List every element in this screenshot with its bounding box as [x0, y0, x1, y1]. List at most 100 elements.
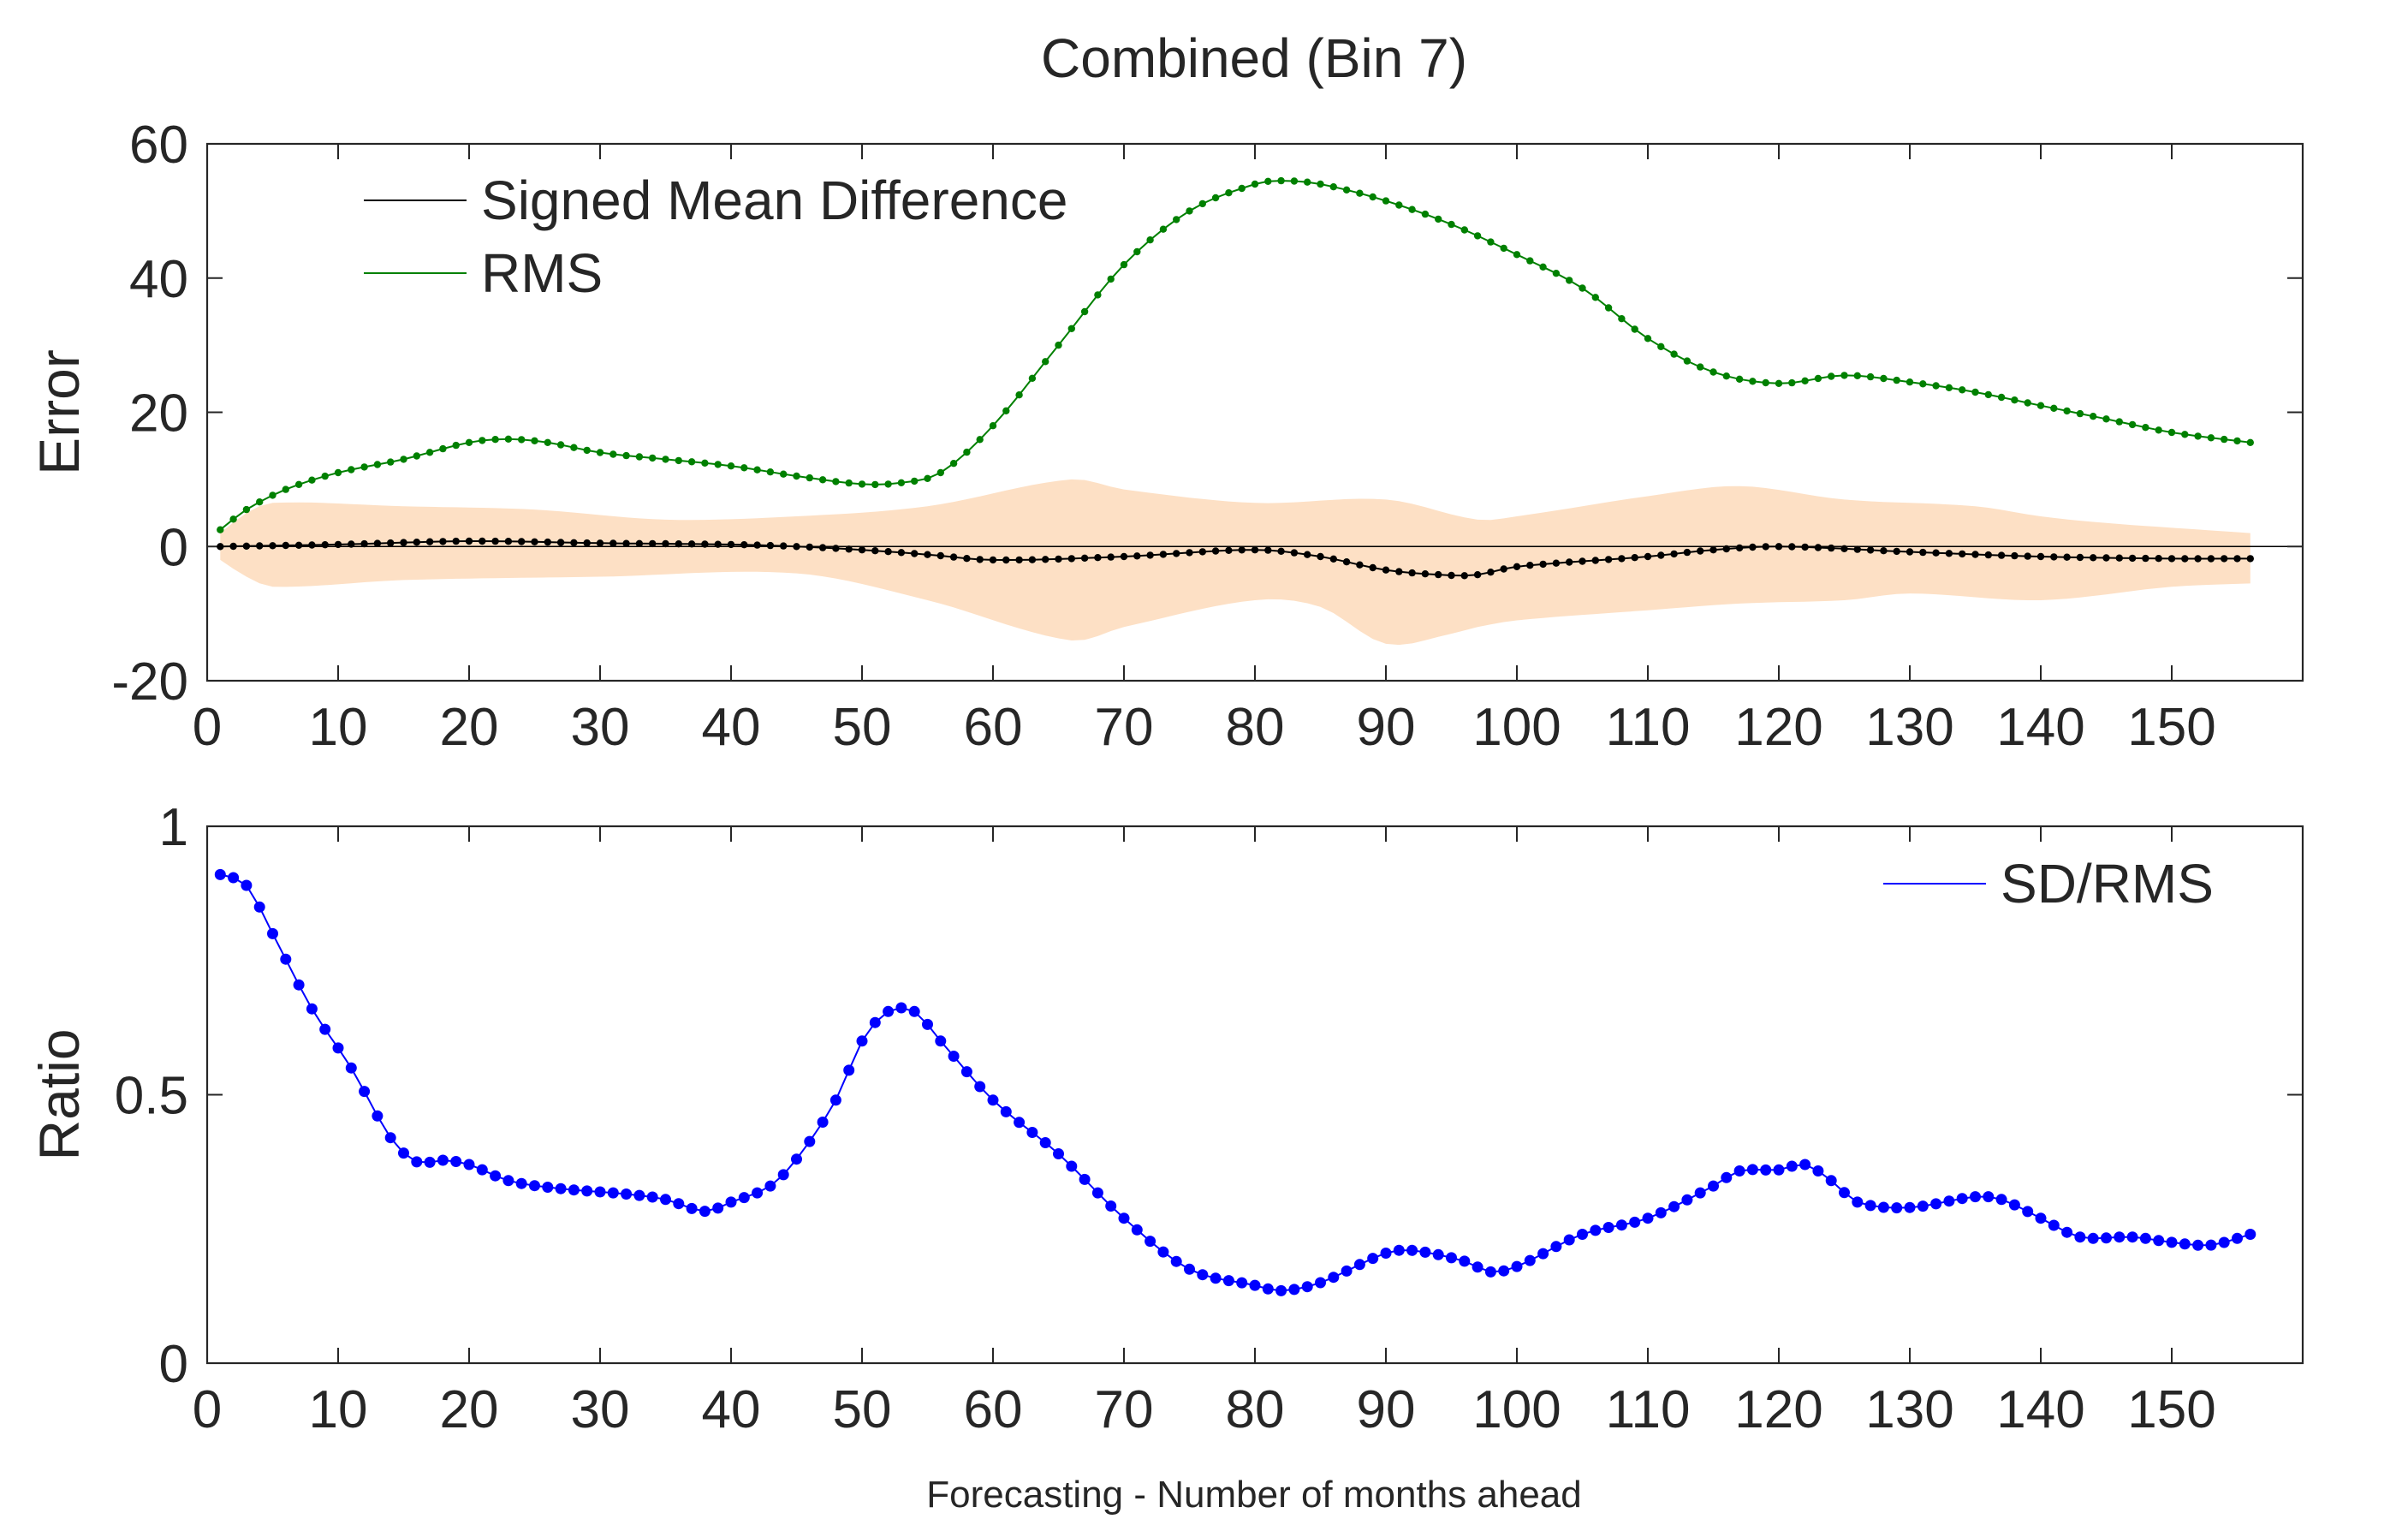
error-y-tick-label: 60 — [129, 116, 188, 175]
data-point — [294, 480, 303, 488]
data-point — [908, 1005, 920, 1017]
data-point — [1828, 372, 1835, 380]
data-point — [924, 474, 931, 482]
legend-label: Signed Mean Difference — [481, 170, 1067, 231]
data-point — [452, 441, 460, 450]
data-point — [1655, 1206, 1667, 1218]
data-point — [1159, 225, 1168, 233]
data-point — [949, 460, 958, 468]
data-point — [871, 480, 879, 489]
data-point — [1159, 551, 1168, 558]
data-point — [1460, 572, 1469, 580]
data-point — [949, 553, 958, 561]
data-point — [1118, 1212, 1130, 1224]
data-point — [360, 539, 368, 548]
data-point — [714, 540, 722, 548]
data-point — [1094, 554, 1102, 562]
error-x-tick-label: 60 — [964, 698, 1023, 757]
data-point — [2155, 555, 2162, 563]
data-point — [1356, 561, 1364, 569]
data-point — [1631, 554, 1638, 562]
data-point — [594, 1186, 606, 1198]
data-point — [1828, 544, 1835, 552]
data-point — [1697, 547, 1704, 555]
data-point — [267, 927, 278, 939]
data-point — [1251, 180, 1259, 188]
data-point — [1995, 1194, 2007, 1206]
data-point — [832, 478, 840, 485]
data-point — [1930, 1198, 1942, 1210]
data-point — [1448, 571, 1455, 580]
ratio-y-tick-label: 0.5 — [115, 1067, 188, 1126]
data-point — [1566, 277, 1573, 284]
data-point — [1080, 554, 1089, 562]
data-point — [1014, 1117, 1026, 1129]
data-point — [897, 479, 906, 486]
data-point — [936, 468, 945, 477]
data-point — [699, 1206, 711, 1218]
data-point — [1642, 1212, 1654, 1224]
data-point — [424, 1156, 436, 1168]
data-point — [806, 474, 813, 482]
data-point — [570, 539, 578, 546]
data-point — [1917, 1200, 1929, 1212]
data-point — [1681, 1194, 1693, 1206]
data-point — [387, 458, 395, 466]
data-point — [1746, 1164, 1758, 1176]
data-point — [1513, 563, 1521, 570]
data-point — [924, 551, 931, 558]
data-point — [622, 539, 630, 547]
data-point — [1604, 556, 1613, 563]
data-point — [635, 539, 644, 547]
data-point — [911, 550, 919, 557]
data-point — [766, 541, 775, 550]
data-point — [1552, 559, 1561, 567]
data-point — [1880, 547, 1888, 555]
data-point — [1170, 1255, 1182, 1267]
data-point — [701, 540, 709, 548]
data-point — [1683, 548, 1692, 557]
error-panel: 0 10 20 30 40 50 60 70 80 90 100 110 120 130 140 150 -20… — [27, 116, 2304, 757]
data-point — [1853, 545, 1861, 553]
data-point — [1487, 569, 1495, 576]
data-point — [1945, 384, 1953, 391]
error-y-tick-label: 20 — [129, 384, 188, 444]
error-x-tick-label: 40 — [702, 698, 761, 757]
data-point — [1932, 382, 1940, 390]
data-point — [1866, 372, 1875, 381]
data-point — [1222, 1275, 1234, 1287]
data-point — [1328, 1272, 1340, 1284]
data-point — [806, 543, 813, 551]
data-point — [843, 1064, 855, 1076]
data-point — [2205, 1239, 2217, 1251]
ratio-y-tick-label: 1 — [159, 798, 188, 857]
data-point — [2011, 551, 2019, 560]
sd-band-area — [220, 479, 2250, 646]
ratio-x-tick-label: 150 — [2127, 1380, 2215, 1439]
data-point — [1959, 386, 1966, 394]
data-point — [884, 548, 892, 556]
data-point — [1341, 1265, 1353, 1277]
data-point — [2232, 1232, 2243, 1244]
data-point — [1657, 343, 1665, 350]
ratio-x-tick-label: 70 — [1095, 1380, 1154, 1439]
data-point — [2102, 554, 2110, 562]
data-point — [2128, 554, 2137, 563]
data-point — [832, 545, 840, 552]
ratio-y-tick-label: 0 — [159, 1335, 188, 1394]
data-point — [1145, 1236, 1156, 1248]
data-point — [1722, 545, 1731, 553]
data-point — [334, 468, 342, 477]
data-point — [675, 540, 682, 548]
data-point — [804, 1135, 816, 1147]
data-point — [256, 498, 264, 506]
error-x-tick-label: 110 — [1606, 698, 1691, 757]
data-point — [686, 1202, 698, 1214]
data-point — [1472, 1261, 1483, 1273]
data-point — [1840, 372, 1848, 379]
data-point — [479, 437, 486, 444]
data-point — [1225, 546, 1233, 554]
data-point — [1395, 201, 1403, 209]
ratio-x-tick-label: 20 — [440, 1380, 499, 1439]
data-point — [2126, 1231, 2138, 1243]
